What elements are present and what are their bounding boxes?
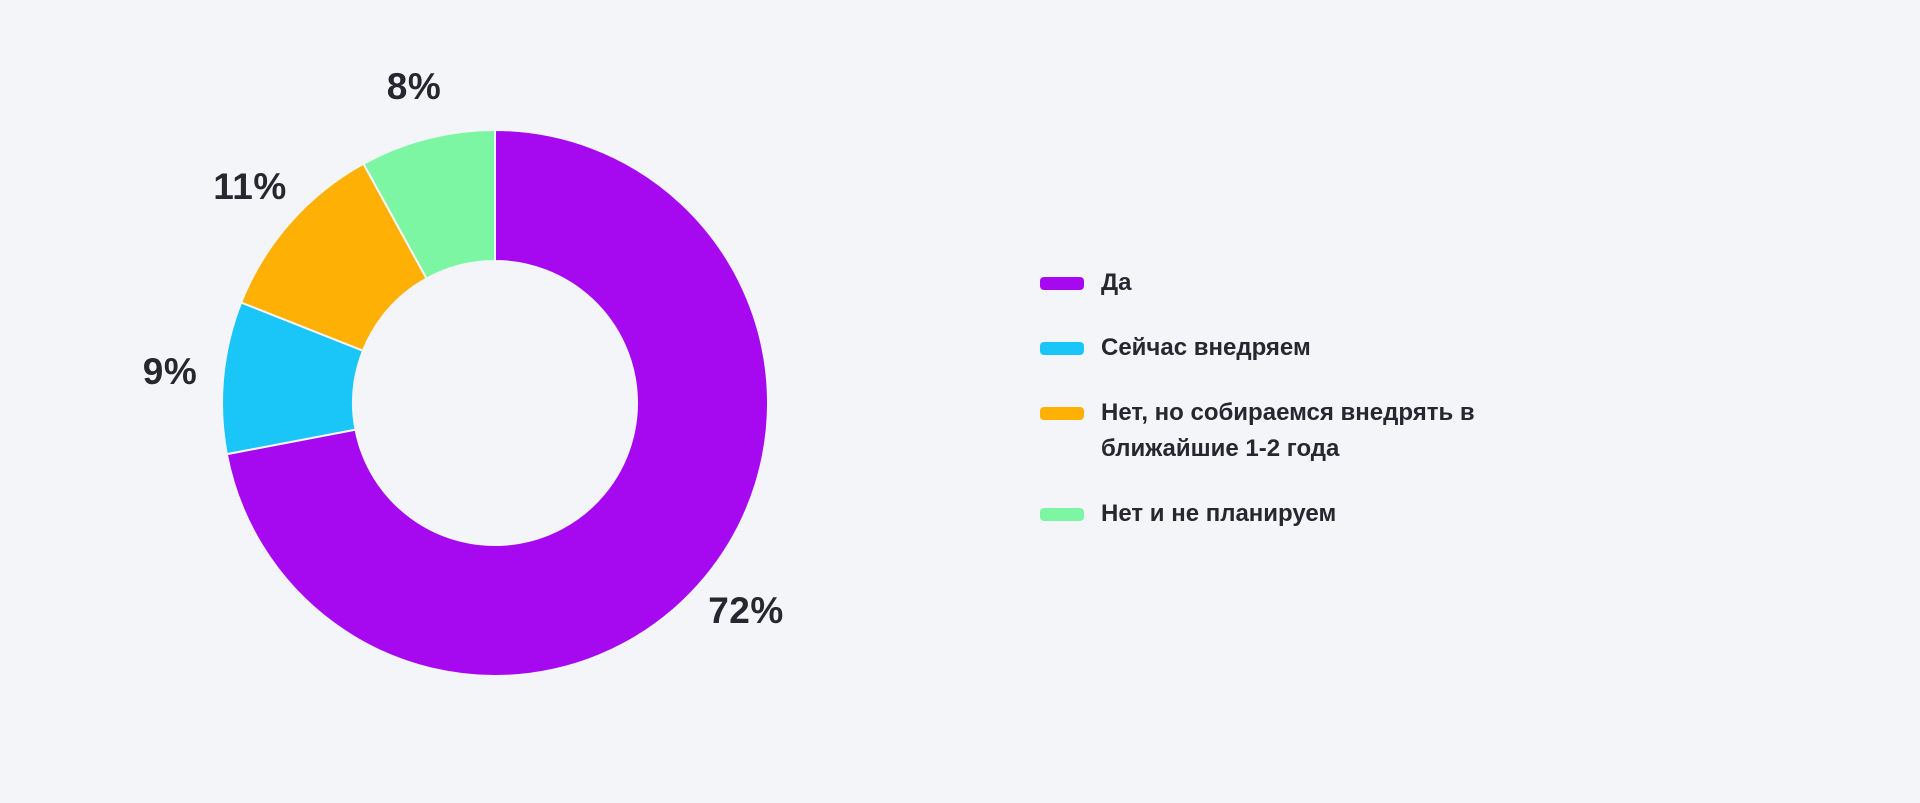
slice-value-label: 11% <box>213 166 287 207</box>
legend-label: Сейчас внедряем <box>1101 334 1311 361</box>
donut-slice-3 <box>362 128 496 280</box>
legend-item-3: Нет и не планируем <box>1040 496 1530 532</box>
legend-swatch <box>1040 342 1084 355</box>
legend-item-1: Сейчас внедряем <box>1040 330 1530 366</box>
legend-item-0: Да <box>1040 265 1530 301</box>
slice-value-label: 9% <box>142 351 198 392</box>
slice-value-label: 72% <box>708 590 784 631</box>
legend-item-2: Нет, но собираемся внедрять в ближайшие … <box>1040 395 1530 467</box>
legend-label: Да <box>1101 269 1132 296</box>
donut-slice-0 <box>225 128 769 677</box>
slice-value-label: 8% <box>386 66 442 107</box>
legend-swatch <box>1040 508 1084 521</box>
legend-swatch <box>1040 277 1084 290</box>
legend-swatch <box>1040 407 1084 420</box>
chart-legend: Да Сейчас внедряем Нет, но собираемся внед… <box>1040 265 1530 532</box>
legend-label: Нет и не планируем <box>1101 500 1337 527</box>
legend-label: Нет, но собираемся внедрять в ближайшие … <box>1101 399 1475 462</box>
